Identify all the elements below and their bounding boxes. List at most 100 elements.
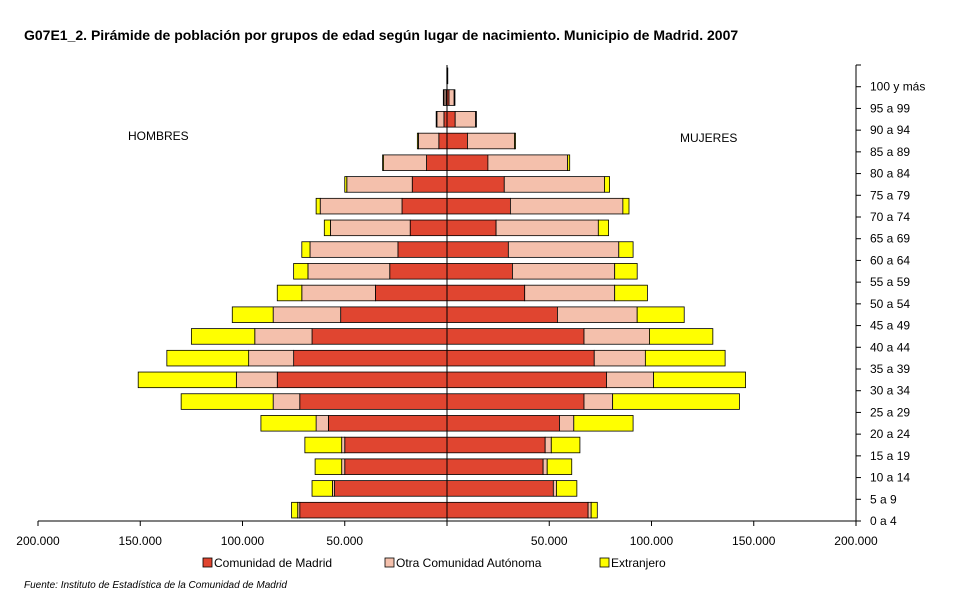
x-tick-label: 150.000 bbox=[732, 534, 776, 548]
y-tick-label: 40 a 44 bbox=[870, 340, 910, 354]
bar-women-85-a-89-s2 bbox=[514, 132, 516, 150]
bar-women-30-a-34-s2 bbox=[653, 371, 746, 389]
bar-men-65-a-69-s1 bbox=[330, 219, 411, 237]
bar-women-80-a-84-s0 bbox=[446, 154, 489, 171]
legend-swatch bbox=[599, 557, 610, 568]
bar-men-35-a-39-s2 bbox=[166, 349, 250, 367]
bar-women-30-a-34-s1 bbox=[606, 371, 654, 389]
bar-women-15-a-19-s0 bbox=[446, 436, 546, 454]
bar-women-45-a-49-s0 bbox=[446, 306, 558, 323]
bar-women-60-a-64-s0 bbox=[446, 241, 509, 258]
right-side-label: MUJERES bbox=[680, 131, 737, 145]
bar-women-30-a-34-s0 bbox=[446, 371, 607, 389]
legend-swatch bbox=[384, 557, 395, 568]
bar-women-60-a-64-s1 bbox=[507, 241, 620, 258]
plot-area: 200.000 150.000 100.000 50.000 50.000 100.000… bbox=[16, 64, 925, 548]
bar-women-5-a-9-s1 bbox=[552, 480, 557, 497]
bar-women-95-a-99-s2 bbox=[453, 89, 456, 106]
bar-women-65-a-69-s2 bbox=[597, 219, 609, 237]
bar-men-90-a-94-s2 bbox=[435, 111, 438, 128]
y-tick-label: 25 a 29 bbox=[870, 405, 910, 419]
bar-women-45-a-49-s1 bbox=[557, 306, 638, 323]
bar-women-75-a-79-s1 bbox=[503, 176, 605, 193]
bar-men-20-a-24-s0 bbox=[327, 415, 448, 432]
y-tick-label: 0 a 4 bbox=[870, 514, 897, 528]
bar-men-10-a-14-s1 bbox=[341, 458, 346, 475]
x-tick-label: 200.000 bbox=[16, 534, 60, 548]
bar-men-45-a-49-s2 bbox=[231, 306, 274, 323]
y-tick-label: 75 a 79 bbox=[870, 188, 910, 202]
bar-women-95-a-99-s1 bbox=[448, 89, 455, 106]
bar-men-30-a-34-s2 bbox=[137, 371, 237, 389]
bar-men-50-a-54-s2 bbox=[276, 284, 303, 302]
bar-women-70-a-74-s1 bbox=[509, 197, 624, 215]
bar-women-85-a-89-s0 bbox=[446, 132, 468, 150]
x-tick-label: 50.000 bbox=[326, 534, 363, 548]
bar-women-10-a-14-s2 bbox=[546, 458, 573, 475]
left-side-label: HOMBRES bbox=[128, 129, 189, 143]
bar-women-40-a-44-s0 bbox=[446, 328, 585, 345]
y-tick-label: 80 a 84 bbox=[870, 167, 910, 181]
bar-men-60-a-64-s1 bbox=[309, 241, 399, 258]
bar-women-5-a-9-s0 bbox=[446, 480, 554, 497]
y-tick-label: 95 a 99 bbox=[870, 101, 910, 115]
y-tick-label: 100 y más bbox=[870, 80, 925, 94]
bar-women-20-a-24-s1 bbox=[559, 415, 575, 432]
bar-women-15-a-19-s1 bbox=[544, 436, 552, 454]
bar-women-85-a-89-s1 bbox=[467, 132, 515, 150]
bar-women-55-a-59-s2 bbox=[614, 263, 638, 280]
source-note: Fuente: Instituto de Estadística de la C… bbox=[24, 580, 287, 591]
bar-women-70-a-74-s0 bbox=[446, 197, 511, 215]
bar-women-5-a-9-s2 bbox=[556, 480, 578, 497]
bar-women-40-a-44-s1 bbox=[583, 328, 650, 345]
bar-women-40-a-44-s2 bbox=[649, 328, 714, 345]
bar-men-55-a-59-s2 bbox=[293, 263, 309, 280]
x-tick-label: 100.000 bbox=[630, 534, 674, 548]
y-tick-label: 5 a 9 bbox=[870, 492, 897, 506]
bar-men-40-a-44-s2 bbox=[190, 328, 256, 345]
x-tick-label: 50.000 bbox=[531, 534, 568, 548]
bar-women-65-a-69-s0 bbox=[446, 219, 497, 237]
bar-women-45-a-49-s2 bbox=[636, 306, 685, 323]
y-tick-label: 35 a 39 bbox=[870, 362, 910, 376]
bar-men-20-a-24-s2 bbox=[260, 415, 317, 432]
bar-men-35-a-39-s0 bbox=[293, 349, 448, 367]
y-tick-label: 55 a 59 bbox=[870, 275, 910, 289]
bar-women-50-a-54-s0 bbox=[446, 284, 526, 302]
bar-men-70-a-74-s2 bbox=[315, 197, 321, 215]
bar-men-50-a-54-s0 bbox=[375, 284, 448, 302]
legend-label: Otra Comunidad Autónoma bbox=[396, 556, 542, 570]
bar-women-0-a-4-s0 bbox=[446, 501, 589, 519]
bar-women-60-a-64-s2 bbox=[618, 241, 634, 258]
y-tick-label: 50 a 54 bbox=[870, 297, 910, 311]
bar-men-75-a-79-s1 bbox=[346, 176, 413, 193]
bar-men-10-a-14-s0 bbox=[344, 458, 448, 475]
y-tick-label: 20 a 24 bbox=[870, 427, 910, 441]
bar-women-10-a-14-s0 bbox=[446, 458, 544, 475]
bar-women-70-a-74-s2 bbox=[622, 197, 630, 215]
x-tick-label: 100.000 bbox=[221, 534, 265, 548]
y-tick-label: 65 a 69 bbox=[870, 232, 910, 246]
bar-men-60-a-64-s2 bbox=[301, 241, 311, 258]
bar-men-80-a-84-s0 bbox=[426, 154, 448, 171]
bar-women-25-a-29-s1 bbox=[583, 393, 614, 410]
bar-men-65-a-69-s2 bbox=[323, 219, 331, 237]
bar-women-25-a-29-s2 bbox=[612, 393, 740, 410]
bar-women-0-a-4-s2 bbox=[590, 501, 598, 519]
bar-men-0-a-4-s2 bbox=[291, 501, 299, 519]
bar-women-25-a-29-s0 bbox=[446, 393, 585, 410]
bar-men-80-a-84-s2 bbox=[382, 154, 384, 171]
legend-label: Extranjero bbox=[611, 556, 666, 570]
bar-women-75-a-79-s2 bbox=[604, 176, 610, 193]
bar-men-30-a-34-s0 bbox=[276, 371, 448, 389]
y-tick-label: 30 a 34 bbox=[870, 384, 910, 398]
bar-women-50-a-54-s1 bbox=[524, 284, 616, 302]
bar-women-55-a-59-s0 bbox=[446, 263, 513, 280]
bar-men-55-a-59-s0 bbox=[389, 263, 448, 280]
bar-men-15-a-19-s2 bbox=[304, 436, 343, 454]
bar-women-35-a-39-s0 bbox=[446, 349, 595, 367]
bar-men-65-a-69-s0 bbox=[409, 219, 448, 237]
bar-men-5-a-9-s2 bbox=[311, 480, 333, 497]
bar-men-85-a-89-s0 bbox=[438, 132, 448, 150]
